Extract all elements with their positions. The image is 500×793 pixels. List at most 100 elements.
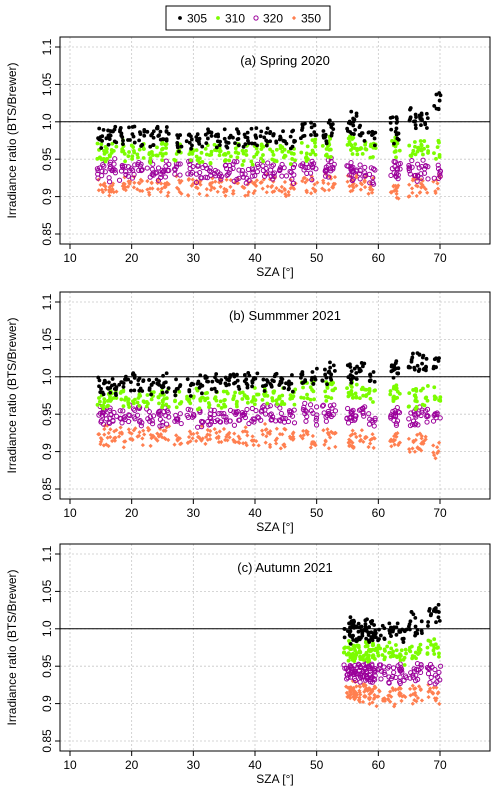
point-350 xyxy=(368,187,373,192)
point-305 xyxy=(247,141,251,146)
point-310 xyxy=(422,146,426,151)
point-310 xyxy=(398,658,403,662)
point-305 xyxy=(356,629,361,634)
point-310 xyxy=(255,392,259,397)
point-310 xyxy=(425,645,430,650)
point-305 xyxy=(132,140,137,145)
point-305 xyxy=(395,136,400,141)
point-320 xyxy=(348,414,354,420)
point-305 xyxy=(110,377,115,381)
y-axis-label: Irradiance ratio (BTS/Brewer) xyxy=(5,569,19,725)
point-310 xyxy=(229,154,233,159)
point-350 xyxy=(244,443,249,448)
point-350 xyxy=(112,438,118,443)
point-305 xyxy=(119,131,124,136)
point-320 xyxy=(200,419,206,425)
point-320 xyxy=(260,404,266,410)
point-305 xyxy=(129,388,133,393)
point-310 xyxy=(119,397,124,402)
point-320 xyxy=(144,165,150,171)
point-320 xyxy=(410,674,416,680)
point-350 xyxy=(112,429,117,434)
point-350 xyxy=(348,692,353,697)
point-305 xyxy=(408,107,412,112)
point-305 xyxy=(121,138,125,143)
point-320 xyxy=(112,170,119,176)
point-310 xyxy=(425,652,430,656)
point-350 xyxy=(104,442,109,447)
point-320 xyxy=(102,169,108,175)
point-310 xyxy=(330,388,335,393)
point-320 xyxy=(100,421,107,427)
point-310 xyxy=(328,154,333,159)
point-305 xyxy=(378,633,383,638)
point-305 xyxy=(356,621,361,626)
point-320 xyxy=(432,666,438,673)
x-tick-label: 30 xyxy=(187,506,201,520)
point-320 xyxy=(437,168,443,174)
point-350 xyxy=(262,421,268,427)
y-tick-label: 1.05 xyxy=(40,72,54,96)
point-305 xyxy=(137,388,142,393)
x-tick-label: 10 xyxy=(63,758,77,772)
point-350 xyxy=(162,435,167,441)
point-305 xyxy=(132,376,137,380)
point-320 xyxy=(149,418,155,424)
point-350 xyxy=(419,185,424,190)
point-310 xyxy=(394,648,399,653)
point-350 xyxy=(310,440,315,445)
point-310 xyxy=(235,155,240,160)
point-350 xyxy=(370,190,375,195)
point-320 xyxy=(418,175,424,181)
point-320 xyxy=(132,416,138,422)
point-350 xyxy=(350,440,355,445)
point-320 xyxy=(413,412,419,418)
point-310 xyxy=(194,148,199,153)
point-320 xyxy=(160,169,167,175)
point-320 xyxy=(125,418,132,425)
point-305 xyxy=(123,374,128,379)
point-305 xyxy=(396,131,401,136)
point-305 xyxy=(189,137,194,142)
point-350 xyxy=(435,451,440,456)
point-320 xyxy=(231,422,238,428)
point-305 xyxy=(411,351,415,356)
point-350 xyxy=(286,189,291,195)
point-310 xyxy=(380,653,385,657)
point-310 xyxy=(188,401,193,406)
point-320 xyxy=(386,663,392,670)
point-350 xyxy=(370,187,375,192)
point-320 xyxy=(125,173,131,179)
point-350 xyxy=(268,429,273,434)
point-310 xyxy=(95,156,100,161)
point-305 xyxy=(432,357,437,362)
point-310 xyxy=(299,150,304,155)
point-350 xyxy=(185,440,191,445)
point-350 xyxy=(280,432,285,437)
point-320 xyxy=(386,674,392,680)
point-305 xyxy=(345,363,350,368)
point-310 xyxy=(388,392,393,397)
point-310 xyxy=(194,154,199,159)
point-350 xyxy=(419,448,424,453)
point-350 xyxy=(367,691,372,697)
point-350 xyxy=(330,183,336,189)
point-310 xyxy=(127,150,131,154)
point-350 xyxy=(137,181,142,186)
point-350 xyxy=(413,686,418,691)
point-310 xyxy=(299,395,304,400)
point-350 xyxy=(358,187,363,192)
point-320 xyxy=(145,416,151,422)
point-310 xyxy=(109,151,114,155)
point-350 xyxy=(291,15,297,21)
point-310 xyxy=(95,402,100,407)
point-320 xyxy=(285,418,292,425)
point-350 xyxy=(350,694,356,700)
point-305 xyxy=(437,356,441,361)
point-350 xyxy=(149,181,154,186)
point-320 xyxy=(415,667,422,673)
point-310 xyxy=(130,154,135,159)
point-305 xyxy=(258,134,263,139)
point-305 xyxy=(392,141,396,146)
point-350 xyxy=(199,438,204,443)
